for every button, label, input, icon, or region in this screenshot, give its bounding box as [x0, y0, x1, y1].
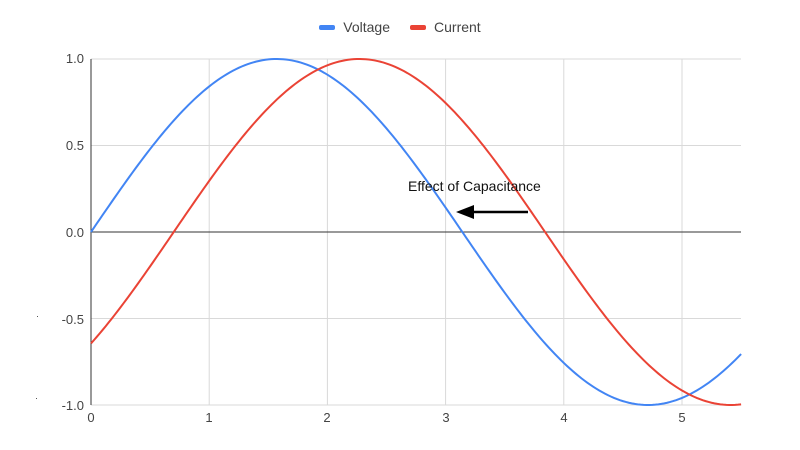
legend: Voltage Current — [0, 19, 800, 35]
arrow-left-icon — [456, 205, 474, 219]
current-swatch-icon — [410, 24, 427, 30]
voltage-series-line — [90, 57, 742, 406]
x-tick-label: 1 — [205, 410, 213, 425]
current-series-line — [90, 57, 742, 406]
annotation-text: Effect of Capacitance — [408, 178, 541, 194]
stray-dot — [36, 398, 37, 399]
y-tick-label: -1.0 — [61, 398, 84, 413]
legend-item-voltage[interactable]: Voltage — [319, 19, 390, 35]
y-tick-label: 1.0 — [65, 51, 84, 66]
y-tick-label: 0.0 — [65, 225, 84, 240]
x-tick-label: 0 — [87, 410, 95, 425]
voltage-swatch-icon — [319, 24, 336, 30]
stray-dot — [37, 316, 38, 317]
x-tick-label: 3 — [442, 410, 450, 425]
legend-label-current: Current — [434, 19, 481, 35]
legend-label-voltage: Voltage — [343, 19, 391, 35]
x-tick-label: 2 — [323, 410, 331, 425]
y-tick-label: -0.5 — [61, 312, 84, 327]
legend-item-current[interactable]: Current — [410, 19, 481, 35]
x-tick-label: 5 — [678, 410, 686, 425]
annotation-arrow — [456, 205, 528, 219]
x-tick-label: 4 — [560, 410, 568, 425]
y-tick-label: 0.5 — [65, 138, 84, 153]
